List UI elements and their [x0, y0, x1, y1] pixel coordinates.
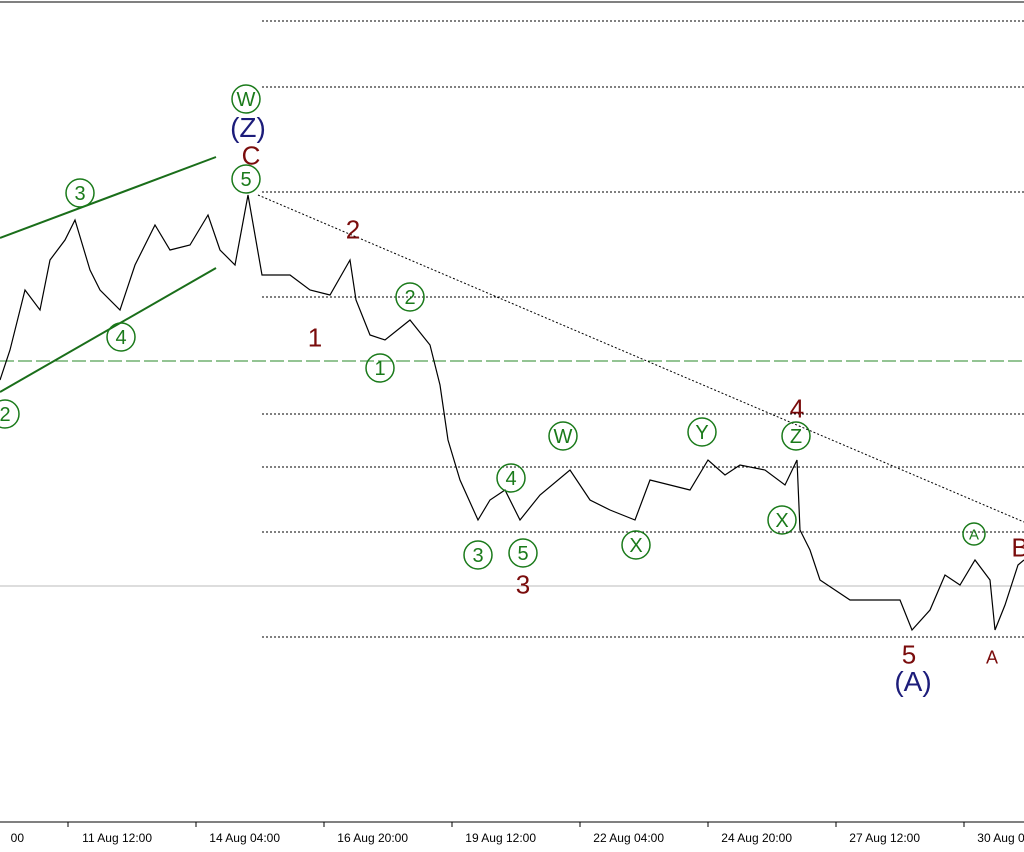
wave-label: A: [986, 647, 998, 667]
wave-label: (Z): [230, 112, 266, 143]
x-tick-label: 30 Aug 04:00: [977, 831, 1024, 845]
wave-label: Z: [790, 426, 802, 448]
channel-line: [0, 156, 217, 239]
wave-label: (A): [894, 666, 931, 697]
wave-circle: [548, 421, 578, 451]
wave-label: X: [629, 535, 642, 557]
levels: [0, 20, 1024, 638]
wave-label: 5: [517, 543, 528, 565]
wave-circle: [365, 353, 395, 383]
x-tick-label: 14 Aug 04:00: [209, 831, 280, 845]
wave-circle: [687, 417, 717, 447]
wave-label: X: [775, 510, 788, 532]
wave-circle: [0, 399, 20, 429]
channel-line: [0, 267, 217, 393]
wave-circle: [767, 505, 797, 535]
wave-label: W: [237, 89, 256, 111]
x-tick-label: 11 Aug 12:00: [82, 831, 152, 845]
wave-label: W: [554, 426, 573, 448]
wave-label: 1: [374, 358, 385, 380]
wave-circle: [621, 530, 651, 560]
wave-label: Y: [695, 422, 708, 444]
wave-circle: [395, 282, 425, 312]
wave-circle: [231, 84, 261, 114]
wave-label: 4: [115, 327, 126, 349]
wave-label: 4: [790, 393, 804, 423]
x-tick-label: 22 Aug 04:00: [593, 831, 664, 845]
wave-label: B: [1011, 532, 1024, 562]
wave-circle: [962, 522, 986, 546]
wave-circle: [231, 164, 261, 194]
wave-label: 1: [308, 322, 322, 352]
wave-label: 2: [0, 404, 11, 426]
wave-label: 3: [74, 183, 85, 205]
wave-circle: [781, 421, 811, 451]
wave-label: 5: [902, 639, 916, 669]
wave-circle: [65, 178, 95, 208]
x-tick-label: 16 Aug 20:00: [337, 831, 408, 845]
x-tick-label: 00: [11, 831, 25, 845]
x-tick-label: 19 Aug 12:00: [465, 831, 536, 845]
wave-label: 2: [346, 214, 360, 244]
wave-label: 2: [404, 287, 415, 309]
wave-circle: [106, 322, 136, 352]
price-line: [0, 194, 1024, 632]
x-tick-label: 24 Aug 20:00: [721, 831, 792, 845]
wave-circle: [463, 540, 493, 570]
wave-label: 3: [516, 569, 530, 599]
wave-circle: [496, 463, 526, 493]
trend-line: [257, 194, 1024, 523]
wave-label: C: [242, 140, 261, 170]
wave-label: 4: [505, 468, 516, 490]
wave-circle: [508, 538, 538, 568]
wave-label: 5: [240, 169, 251, 191]
x-tick-label: 27 Aug 12:00: [849, 831, 920, 845]
wave-label: A: [969, 526, 979, 543]
wave-label: 3: [472, 545, 483, 567]
